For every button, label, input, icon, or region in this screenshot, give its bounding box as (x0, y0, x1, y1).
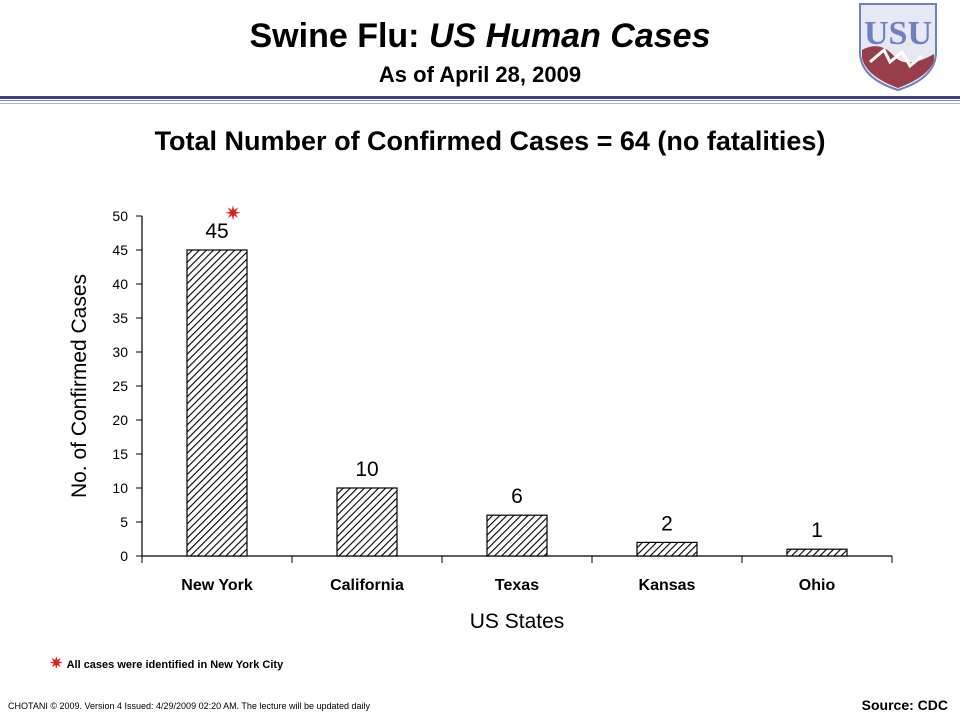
usu-logo: USU (859, 3, 937, 92)
header-rule-faint (0, 103, 960, 104)
x-tick-label: New York (181, 577, 253, 594)
chart-axes (141, 216, 893, 563)
y-tick-label: 40 (112, 276, 128, 292)
y-tick-label: 0 (120, 548, 128, 564)
page-subtitle: As of April 28, 2009 (378, 62, 582, 87)
y-tick-label: 35 (112, 310, 128, 326)
header-rule-thin (0, 100, 960, 101)
bar-texas (486, 514, 548, 557)
asterisk-icon: ✷ (225, 201, 242, 225)
footnote: ✷ All cases were identified in New York C… (50, 654, 283, 672)
header-rule (0, 96, 960, 99)
data-label: 2 (661, 512, 673, 535)
y-tick-label: 45 (112, 242, 128, 258)
logo-letters: USU (864, 15, 932, 52)
data-label: 1 (811, 519, 823, 542)
x-tick-label: Ohio (799, 577, 836, 594)
x-axis-label: US States (470, 610, 565, 633)
asterisk-icon: ✷ (50, 655, 63, 672)
y-tick-label: 30 (112, 344, 128, 360)
y-tick-label: 50 (112, 208, 128, 224)
x-tick-label: Kansas (639, 577, 696, 594)
data-label: 45 (205, 220, 228, 243)
bars: 45✷ 10 6 2 1 (186, 201, 848, 557)
y-tick-label: 15 (112, 446, 128, 462)
copyright-note: CHOTANI © 2009. Version 4 Issued: 4/29/2… (8, 701, 371, 711)
y-ticks: 0 5 10 15 20 25 30 35 40 45 50 (112, 208, 142, 564)
source-credit: Source: CDC (861, 697, 948, 713)
title-prefix: Swine Flu: (249, 17, 429, 55)
data-label: 6 (511, 485, 523, 508)
bar-california (336, 487, 398, 557)
total-cases-headline: Total Number of Confirmed Cases = 64 (no… (154, 126, 826, 156)
bar-ohio (786, 548, 848, 557)
footnote-text: All cases were identified in New York Ci… (66, 659, 284, 671)
y-tick-label: 10 (112, 480, 128, 496)
bar-kansas (636, 541, 698, 557)
bar-new-york (186, 249, 248, 557)
y-tick-label: 20 (112, 412, 128, 428)
x-tick-labels: New York California Texas Kansas Ohio (181, 577, 835, 594)
data-label: 10 (355, 458, 378, 481)
y-axis-label: No. of Confirmed Cases (68, 274, 91, 498)
page-title: Swine Flu: US Human Cases (0, 14, 960, 58)
title-italic: US Human Cases (428, 17, 711, 55)
x-tick-label: Texas (495, 577, 539, 594)
x-tick-label: California (330, 577, 404, 594)
y-tick-label: 5 (120, 514, 128, 530)
y-tick-label: 25 (112, 378, 128, 394)
